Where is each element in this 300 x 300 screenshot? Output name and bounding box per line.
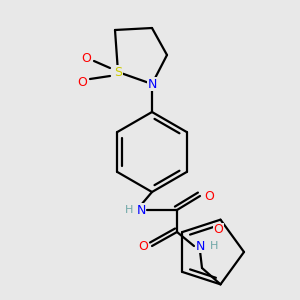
Text: O: O xyxy=(204,190,214,202)
Text: N: N xyxy=(195,239,205,253)
Text: O: O xyxy=(81,52,91,64)
Text: N: N xyxy=(136,203,146,217)
Text: S: S xyxy=(114,65,122,79)
Text: O: O xyxy=(214,223,224,236)
Text: O: O xyxy=(138,239,148,253)
Text: N: N xyxy=(147,77,157,91)
Text: H: H xyxy=(125,205,133,215)
Text: O: O xyxy=(77,76,87,88)
Text: H: H xyxy=(210,241,218,251)
